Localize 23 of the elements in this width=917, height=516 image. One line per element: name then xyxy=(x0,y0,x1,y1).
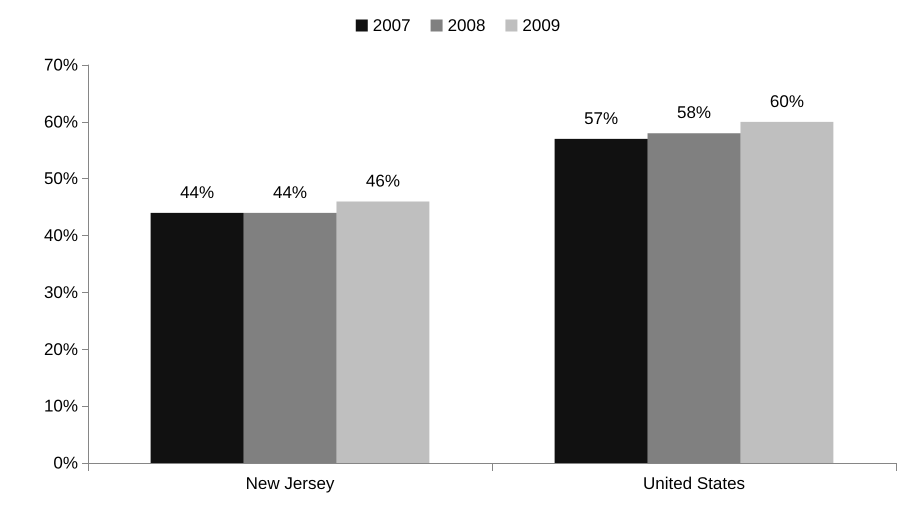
legend-label: 2007 xyxy=(372,16,411,35)
data-label: 57% xyxy=(584,108,618,128)
data-label: 44% xyxy=(180,182,214,202)
legend-label: 2009 xyxy=(522,16,560,35)
data-label: 46% xyxy=(366,171,400,190)
x-tick-label: New Jersey xyxy=(246,474,335,493)
bar xyxy=(740,122,834,463)
y-tick-label: 70% xyxy=(44,56,78,74)
y-tick-label: 40% xyxy=(44,226,78,246)
y-tick-label: 50% xyxy=(44,169,78,188)
y-tick-label: 30% xyxy=(44,282,78,302)
y-tick-label: 60% xyxy=(44,112,78,132)
data-label: 44% xyxy=(272,182,308,202)
bar xyxy=(150,212,244,463)
bar xyxy=(554,138,648,463)
y-tick-label: 0% xyxy=(53,454,78,472)
x-tick-label: United States xyxy=(642,474,746,493)
y-tick-label: 20% xyxy=(44,340,78,359)
data-label: 60% xyxy=(770,92,804,111)
bar xyxy=(336,201,430,463)
legend-label: 2008 xyxy=(448,16,486,35)
data-label: 58% xyxy=(676,103,712,122)
y-tick-label: 10% xyxy=(44,396,78,416)
